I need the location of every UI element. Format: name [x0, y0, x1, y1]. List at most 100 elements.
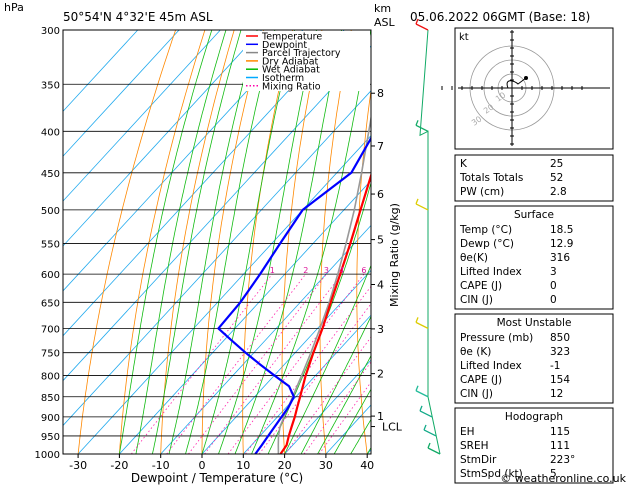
mixing-ratio-line	[205, 274, 342, 454]
wet-adiabat-line	[268, 30, 404, 454]
index-value: 0	[550, 294, 557, 306]
index-value: 2.8	[550, 186, 567, 198]
altitude-tick-label: 2	[377, 368, 384, 381]
pressure-tick-label: 300	[41, 26, 60, 37]
index-value: -1	[550, 360, 560, 372]
mixing-ratio-label: 6	[361, 266, 366, 275]
mixing-ratio-label: 2	[303, 266, 308, 275]
dry-adiabat-line	[202, 30, 264, 454]
index-label: Temp (°C)	[459, 224, 512, 236]
wind-barb	[416, 322, 428, 328]
wet-adiabat-line	[152, 30, 241, 454]
temperature-tick-label: 40	[360, 459, 374, 472]
index-value: 323	[550, 346, 570, 358]
wind-barb	[428, 448, 440, 454]
mixing-ratio-axis-label: Mixing Ratio (g/kg)	[388, 203, 401, 307]
mixing-ratio-label: 20	[430, 266, 440, 275]
index-label: Lifted Index	[460, 266, 522, 278]
index-value: 3	[550, 266, 557, 278]
wind-barb	[424, 430, 436, 436]
index-label: PW (cm)	[460, 186, 504, 198]
datetime-title: 05.06.2022 06GMT (Base: 18)	[410, 10, 590, 24]
altitude-tick-label: 6	[377, 188, 384, 201]
hodograph-storm-dot	[524, 76, 528, 80]
isotherm-line	[0, 30, 179, 454]
isobar-lines	[63, 30, 371, 454]
wet-adiabat-line	[186, 30, 275, 454]
index-value: 18.5	[550, 224, 573, 236]
index-label: θe (K)	[460, 346, 491, 358]
wind-barb-flag	[416, 386, 418, 391]
mixing-ratio-label: 4	[339, 266, 344, 275]
index-label: StmDir	[460, 454, 497, 466]
mixing-ratio-line	[228, 274, 364, 454]
wind-barb-flag	[416, 120, 418, 125]
copyright-text: © weatheronline.co.uk	[500, 472, 626, 485]
index-value: 223°	[550, 454, 575, 466]
hpa-unit-label: hPa	[4, 1, 24, 14]
pressure-tick-label: 350	[41, 80, 60, 91]
wet-adiabat-line	[119, 30, 211, 454]
mixing-ratio-label: 15	[412, 266, 422, 275]
wind-barb-flag	[416, 317, 418, 322]
index-label: CAPE (J)	[460, 280, 502, 292]
mixing-ratio-label: 1	[270, 266, 275, 275]
surface-box-title: Surface	[514, 209, 554, 221]
index-value: 12.9	[550, 238, 573, 250]
pressure-axis: 3003504004505005506006507007508008509009…	[35, 26, 60, 461]
wind-barb	[416, 391, 428, 397]
index-label: Totals Totals	[459, 172, 523, 184]
dry-adiabat-line	[427, 30, 450, 454]
pressure-tick-label: 1000	[35, 450, 60, 461]
wind-barb-flag	[424, 425, 426, 430]
dry-adiabat-line	[78, 30, 176, 454]
altitude-tick-label: 5	[377, 234, 384, 247]
plot-frame	[63, 30, 371, 454]
index-value: 115	[550, 426, 570, 438]
most-unstable-box-title: Most Unstable	[497, 317, 572, 329]
wind-barb	[416, 125, 428, 131]
index-label: CAPE (J)	[460, 374, 502, 386]
index-label: Lifted Index	[460, 360, 522, 372]
altitude-tick-label: 8	[377, 87, 384, 100]
index-label: Dewp (°C)	[460, 238, 514, 250]
index-value: 0	[550, 280, 557, 292]
index-label: CIN (J)	[460, 294, 493, 306]
hodograph-kt-label: kt	[459, 32, 469, 43]
isotherm-line	[0, 30, 138, 454]
location-title: 50°54'N 4°32'E 45m ASL	[63, 10, 213, 24]
index-value: 25	[550, 158, 563, 170]
pressure-tick-label: 700	[41, 324, 60, 335]
pressure-tick-label: 400	[41, 127, 60, 138]
pressure-tick-label: 650	[41, 298, 60, 309]
altitude-tick-label: 7	[377, 140, 384, 153]
index-label: θe(K)	[460, 252, 488, 264]
pressure-tick-label: 850	[41, 393, 60, 404]
temperature-tick-label: -20	[110, 459, 128, 472]
wet-adiabat-line	[252, 30, 371, 454]
index-label: SREH	[460, 440, 489, 452]
pressure-tick-label: 750	[41, 349, 60, 360]
isotherm-line	[119, 30, 509, 454]
index-value: 12	[550, 388, 563, 400]
pressure-tick-label: 600	[41, 270, 60, 281]
mixing-ratio-label: 3	[324, 266, 329, 275]
km-unit-label: km	[374, 2, 391, 15]
dry-adiabat-line	[243, 30, 293, 454]
wind-barb-flag	[420, 406, 422, 411]
sounding-series	[218, 30, 414, 454]
series-line-parcel-trajectory	[278, 30, 385, 454]
dry-adiabat-line	[615, 30, 629, 454]
index-label: Pressure (mb)	[460, 332, 533, 344]
pressure-tick-label: 900	[41, 413, 60, 424]
legend-label: Mixing Ratio	[262, 81, 321, 92]
wind-barb	[416, 204, 428, 210]
mixing-ratio-label: 25	[444, 266, 454, 275]
wind-barbs	[416, 19, 440, 454]
mixing-ratio-label: 8	[378, 266, 383, 275]
